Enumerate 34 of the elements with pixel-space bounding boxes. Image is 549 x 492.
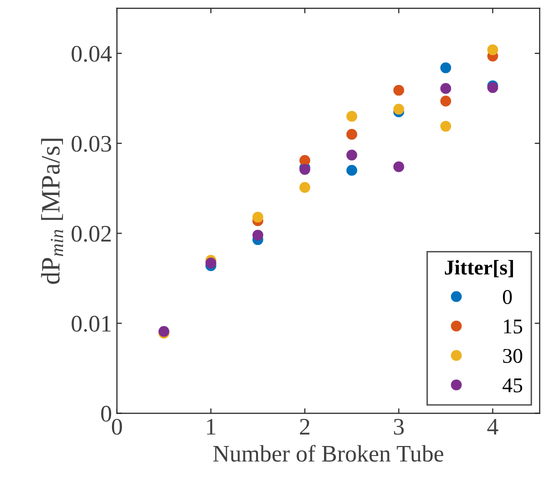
legend-label: 45 [502, 378, 522, 392]
point [346, 128, 358, 140]
point [299, 182, 310, 193]
y-axis-title: dP$_{min}$ [MPa/s] [41, 138, 64, 284]
point [440, 83, 452, 94]
y-tick-label: 0.02 [72, 226, 111, 242]
point [393, 84, 404, 96]
x-tick-label: 1 [207, 418, 216, 435]
legend-label: 15 [504, 320, 522, 334]
legend-title: Jitter[s] [444, 260, 513, 278]
point [440, 62, 452, 74]
point [440, 96, 452, 106]
point [346, 110, 358, 122]
y-tick-label: 0.01 [72, 316, 111, 332]
x-axis-title: Number of Broken Tube [213, 444, 444, 462]
point [205, 258, 216, 268]
x-tick-label: 3 [394, 418, 404, 435]
point [346, 164, 358, 176]
point [252, 230, 264, 241]
point [440, 120, 452, 132]
point [252, 212, 264, 223]
point [393, 104, 404, 115]
point [487, 44, 498, 56]
y-tick-label: 0.03 [72, 136, 112, 152]
point [393, 161, 404, 172]
x-tick-label: 2 [300, 418, 310, 435]
legend-label: 30 [503, 348, 522, 363]
y-tick-label: 0.04 [72, 46, 112, 62]
y-tick-label: 0 [101, 406, 112, 422]
point [346, 150, 358, 160]
legend-label: 0 [502, 290, 512, 304]
x-tick-label: 0 [112, 418, 122, 435]
x-tick-label: 4 [487, 418, 498, 435]
point [299, 155, 310, 166]
